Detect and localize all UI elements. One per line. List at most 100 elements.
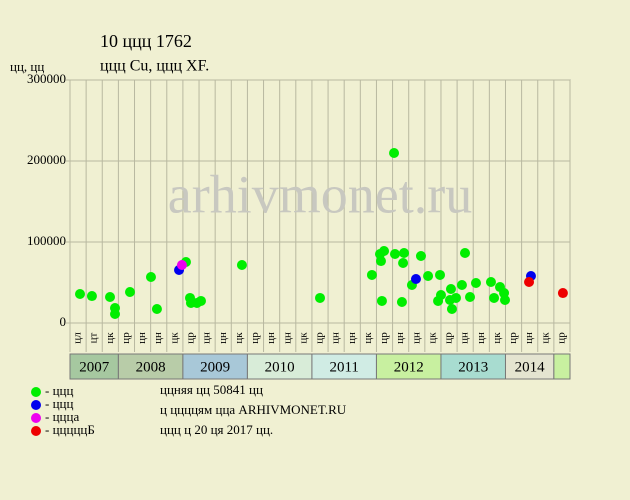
legend-label: - ццц [45,396,73,411]
data-point [450,292,461,303]
column-label: цн [217,332,229,344]
y-tick-label: 0 [60,314,67,329]
y-tick-label: 200000 [27,152,66,167]
data-point [390,248,400,259]
y-axis-label: цц, цц [10,59,44,74]
column-label: цр [249,332,261,344]
data-point [445,283,456,294]
data-point [435,289,446,300]
column-label: цл [72,332,84,344]
column-label: цн [201,332,213,344]
column-label: цн [459,332,471,344]
year-label: 2014 [515,359,546,375]
year-band [246,353,313,380]
column-label: цн [281,332,293,344]
column-label: цр [378,332,390,344]
chart-subtitle: ццц Cu, ццц XF. [100,58,209,75]
note: ц ццццям цца ARHIVMONET.RU [160,402,347,417]
legend-marker [31,387,41,397]
data-point [460,248,470,259]
data-point [389,147,400,158]
year-band [553,353,571,380]
column-label: цк [426,332,438,344]
y-tick-label: 100000 [27,233,66,248]
column-label: цк [539,332,551,344]
data-point [399,248,410,259]
column-label: цр [120,332,132,344]
data-point [415,251,426,262]
column-label: цн [330,332,342,344]
data-point [376,295,387,306]
data-point [86,291,97,302]
year-band [440,353,506,380]
data-point [423,271,434,282]
data-point [105,291,115,302]
legend-marker [31,413,41,423]
data-point [489,292,500,303]
data-point [485,277,496,288]
data-point [375,256,386,267]
column-label: цр [443,332,455,344]
data-point [557,288,568,299]
column-label: цн [523,332,535,344]
data-point [195,295,206,306]
year-label: 2009 [200,359,230,375]
column-label: цн [475,332,487,344]
year-band [117,353,184,380]
data-point [75,289,85,300]
column-label: цк [168,332,180,344]
data-point [524,277,535,288]
column-label: цн [410,332,422,344]
year-label: 2010 [265,359,295,375]
legend-marker [31,426,41,436]
year-band [311,353,377,380]
year-label: 2008 [136,359,166,375]
watermark: arhivmonet.ru [168,164,472,224]
legend-marker [31,400,41,410]
year-label: 2007 [79,359,110,375]
column-label: цн [136,332,148,344]
data-point [435,269,445,280]
column-label: цн [346,332,358,344]
chart-title: 10 ццц 1762 [100,31,192,51]
data-point [125,286,135,297]
legend-label: - ццц [45,383,73,398]
data-point [110,309,120,320]
year-band [69,353,119,380]
column-label: цк [233,332,245,344]
data-point [410,274,421,285]
year-label: 2013 [458,359,488,375]
column-label: цк [491,332,503,344]
column-label: цн [265,332,277,344]
year-band [375,353,442,380]
data-point [151,303,162,314]
column-label: цр [184,332,196,344]
note: ццц ц 20 ця 2017 цц. [160,422,273,437]
year-band [182,353,248,380]
column-label: цт [88,332,100,343]
column-label: цр [555,332,567,344]
note: ццняя цц 50841 цц [160,382,263,397]
data-point [176,260,187,271]
legend-label: - цццццБ [45,422,95,437]
year-label: 2012 [394,359,424,375]
y-tick-label: 300000 [27,71,66,86]
data-point [396,297,407,308]
data-point [456,280,467,291]
data-point [379,245,390,256]
column-label: цр [314,332,326,344]
data-point [315,292,325,303]
column-label: цн [394,332,406,344]
data-point [446,303,457,314]
data-point [398,257,409,268]
legend-label: - ццца [45,409,79,424]
data-point [500,294,510,305]
column-label: цр [507,332,519,344]
data-point [236,260,247,271]
column-label: цн [152,332,164,344]
column-label: цк [362,332,374,344]
column-label: цк [297,332,309,344]
data-point [470,277,481,288]
